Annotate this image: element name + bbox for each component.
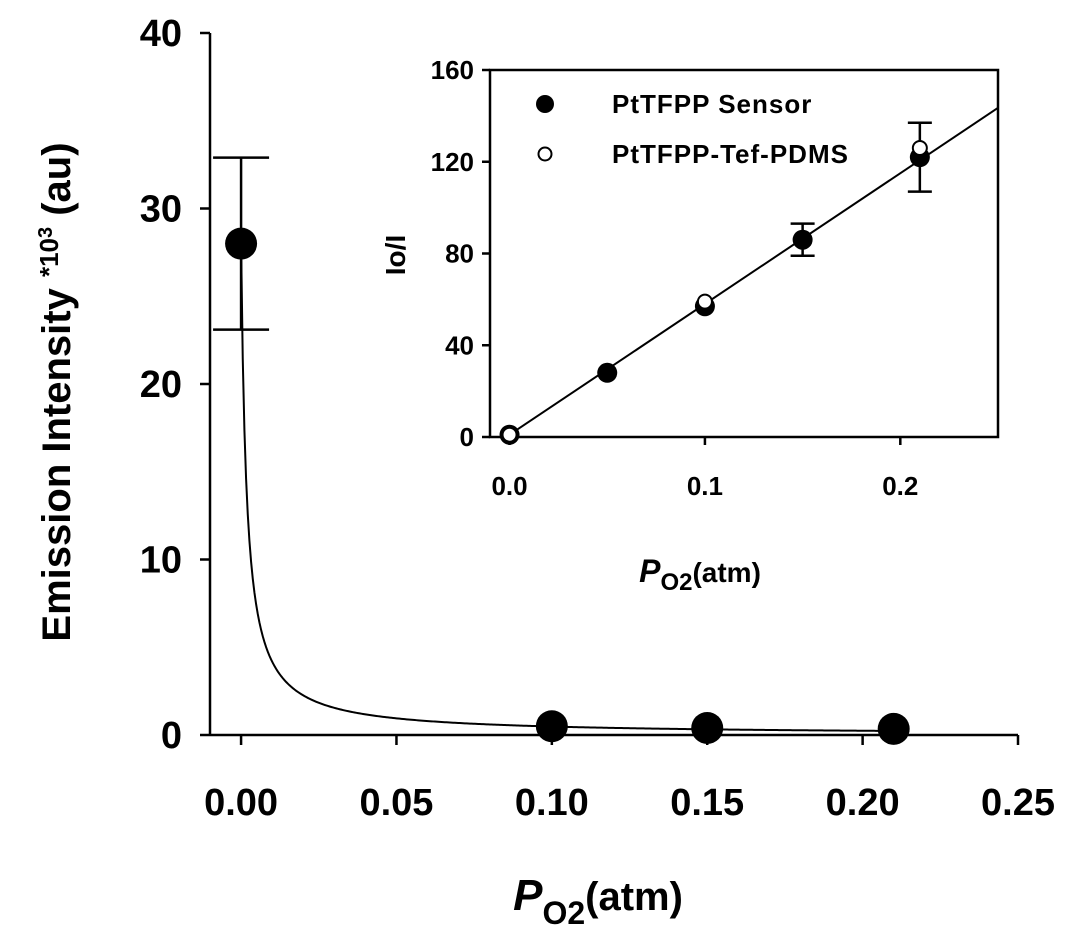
legend-label-sensor: PtTFPP Sensor [612, 89, 812, 119]
main-y-tick-label: 0 [161, 715, 182, 757]
main-x-tick-label: 0.25 [981, 782, 1055, 824]
legend-label-tef-pdms: PtTFPP-Tef-PDMS [612, 139, 849, 169]
inset-y-tick-label: 40 [445, 330, 474, 360]
main-x-tick-label: 0.00 [204, 782, 278, 824]
inset-x-tick-label: 0.0 [491, 471, 527, 501]
inset-y-tick-label: 80 [445, 239, 474, 269]
inset-y-tick-label: 120 [431, 147, 474, 177]
inset-y-tick-label: 160 [431, 55, 474, 85]
inset-point-tef-pdms [696, 293, 713, 310]
main-data-points [225, 227, 910, 745]
inset-x-tick-label: 0.1 [687, 471, 723, 501]
main-x-axis-label: PO2(atm) [513, 871, 683, 931]
main-x-tick-label: 0.15 [670, 782, 744, 824]
main-y-tick-label: 10 [140, 540, 182, 582]
inset-x-tick-label: 0.2 [882, 471, 918, 501]
inset-point-tef-pdms [501, 426, 518, 443]
inset-error-bars [790, 121, 932, 258]
main-data-point [691, 711, 724, 744]
legend-marker-filled [536, 95, 554, 113]
inset-point-tef-pdms [911, 139, 928, 156]
inset-point-sensor [792, 229, 813, 250]
inset-plot: 0.0 0.1 0.2 0 40 80 120 160 Io/I PO2(atm) PtTFP… [380, 55, 1000, 596]
main-y-tick-label: 40 [140, 13, 182, 55]
main-x-tick-label: 0.20 [826, 782, 900, 824]
main-x-tick-label: 0.10 [515, 782, 589, 824]
inset-y-axis-label: Io/I [380, 235, 411, 275]
main-y-axis-label: Emission Intensity *103 (au) [34, 142, 79, 641]
inset-point-sensor [597, 362, 618, 383]
inset-y-tick-label: 0 [460, 422, 474, 452]
main-data-point [535, 710, 568, 743]
main-fit-curve [240, 243, 910, 733]
inset-ticks: 0.0 0.1 0.2 0 40 80 120 160 [431, 55, 919, 501]
main-y-tick-label: 30 [140, 189, 182, 231]
inset-legend: PtTFPP Sensor PtTFPP-Tef-PDMS [536, 89, 849, 169]
main-data-point [877, 712, 910, 745]
inset-data-points [499, 139, 930, 445]
legend-marker-open [537, 146, 553, 162]
main-data-point [225, 227, 258, 260]
inset-x-axis-label: PO2(atm) [639, 553, 761, 596]
main-x-tick-label: 0.05 [359, 782, 433, 824]
main-y-tick-label: 20 [140, 364, 182, 406]
